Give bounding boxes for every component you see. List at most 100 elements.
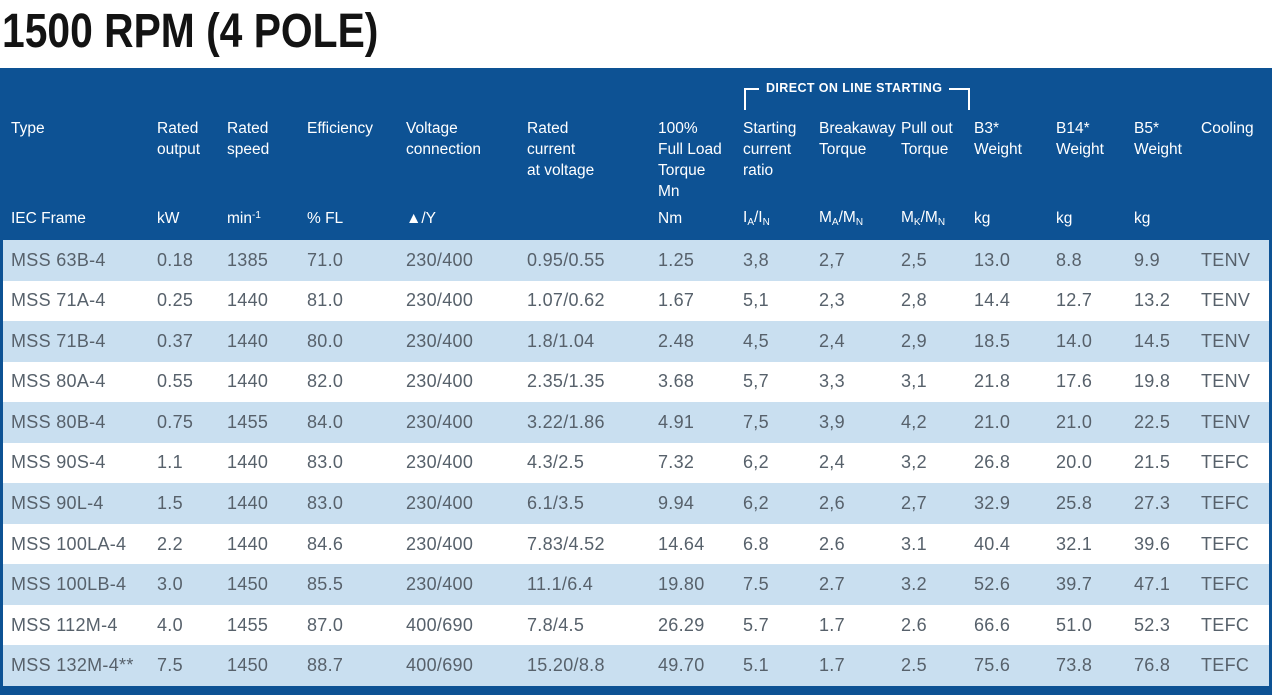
cell-pull-out-torque: 2.5 xyxy=(901,655,927,676)
column-title: Cooling xyxy=(1201,120,1254,137)
cell-cooling: TEFC xyxy=(1201,614,1250,635)
cell-starting-current-ratio: 4,5 xyxy=(743,330,769,351)
cell-rated-output: 7.5 xyxy=(157,655,183,676)
cell-efficiency: 71.0 xyxy=(307,249,344,270)
column-unit: % FL xyxy=(307,210,344,227)
cell-b14-weight: 17.6 xyxy=(1056,371,1093,392)
table-row: MSS 90S-4 1.1 1440 83.0 230/400 4.3/2.5 7.32 6,… xyxy=(3,442,1269,484)
column-unit: IEC Frame xyxy=(11,210,86,227)
cell-pull-out-torque: 3.2 xyxy=(901,574,927,595)
cell-cooling: TENV xyxy=(1201,290,1251,311)
table-row: MSS 100LB-4 3.0 1450 85.5 230/400 11.1/6.4 19.… xyxy=(3,564,1269,605)
column-unit: MK/MN xyxy=(901,209,946,228)
cell-b5-weight: 13.2 xyxy=(1134,290,1171,311)
cell-pull-out-torque: 3,1 xyxy=(901,371,927,392)
cell-b3-weight: 13.0 xyxy=(974,249,1011,270)
cell-full-load-torque: 1.25 xyxy=(658,249,695,270)
cell-starting-current-ratio: 6,2 xyxy=(743,493,769,514)
cell-b5-weight: 39.6 xyxy=(1134,533,1171,554)
cell-pull-out-torque: 2,7 xyxy=(901,493,927,514)
column-header-full-load-torque: 100% Full Load Torque Mn Nm xyxy=(658,71,743,240)
column-title: Breakaway Torque xyxy=(819,120,896,158)
cell-efficiency: 82.0 xyxy=(307,371,344,392)
column-header-b5-weight: B5* Weight kg xyxy=(1134,71,1201,240)
table-row: MSS 132M-4** 7.5 1450 88.7 400/690 15.20/8.8 4… xyxy=(3,645,1269,686)
column-title: 100% Full Load Torque Mn xyxy=(658,120,722,200)
column-title: Rated current at voltage xyxy=(527,120,595,179)
column-header-pull-out-torque: Pull out Torque MK/MN xyxy=(901,71,974,240)
column-header-voltage-connection: Voltage connection ▲/Y xyxy=(406,71,527,240)
cell-pull-out-torque: 3.1 xyxy=(901,533,927,554)
table-row: MSS 71A-4 0.25 1440 81.0 230/400 1.07/0.62 1.6… xyxy=(3,280,1269,322)
cell-starting-current-ratio: 5,7 xyxy=(743,371,769,392)
cell-b5-weight: 76.8 xyxy=(1134,655,1171,676)
cell-rated-speed: 1440 xyxy=(227,330,269,351)
cell-breakaway-torque: 2,7 xyxy=(819,249,845,270)
cell-cooling: TENV xyxy=(1201,371,1251,392)
cell-type: MSS 132M-4** xyxy=(11,655,134,676)
cell-efficiency: 83.0 xyxy=(307,452,344,473)
cell-b3-weight: 14.4 xyxy=(974,290,1011,311)
cell-b14-weight: 8.8 xyxy=(1056,249,1082,270)
cell-rated-current: 1.07/0.62 xyxy=(527,290,605,311)
column-title: Pull out Torque xyxy=(901,120,953,158)
cell-starting-current-ratio: 3,8 xyxy=(743,249,769,270)
column-unit: kg xyxy=(1056,210,1073,227)
cell-voltage-connection: 400/690 xyxy=(406,614,474,635)
table-row: MSS 63B-4 0.18 1385 71.0 230/400 0.95/0.55 1.2… xyxy=(3,240,1269,281)
table-row: MSS 112M-4 4.0 1455 87.0 400/690 7.8/4.5 26.29… xyxy=(3,604,1269,646)
cell-b3-weight: 66.6 xyxy=(974,614,1011,635)
cell-rated-current: 4.3/2.5 xyxy=(527,452,585,473)
cell-b14-weight: 32.1 xyxy=(1056,533,1093,554)
cell-full-load-torque: 9.94 xyxy=(658,493,695,514)
page-title: 1500 RPM (4 POLE) xyxy=(2,5,379,58)
cell-breakaway-torque: 2.6 xyxy=(819,533,845,554)
column-unit: min-1 xyxy=(227,210,261,227)
cell-starting-current-ratio: 5.7 xyxy=(743,614,769,635)
cell-type: MSS 80A-4 xyxy=(11,371,106,392)
cell-cooling: TENV xyxy=(1201,330,1251,351)
cell-full-load-torque: 19.80 xyxy=(658,574,705,595)
table-body: MSS 63B-4 0.18 1385 71.0 230/400 0.95/0.55 1.2… xyxy=(3,240,1269,686)
cell-type: MSS 90L-4 xyxy=(11,493,104,514)
cell-starting-current-ratio: 7.5 xyxy=(743,574,769,595)
cell-rated-current: 1.8/1.04 xyxy=(527,330,595,351)
cell-rated-speed: 1450 xyxy=(227,574,269,595)
cell-pull-out-torque: 2,9 xyxy=(901,330,927,351)
cell-pull-out-torque: 2,5 xyxy=(901,249,927,270)
cell-rated-output: 0.75 xyxy=(157,411,194,432)
cell-breakaway-torque: 3,9 xyxy=(819,411,845,432)
cell-rated-current: 7.83/4.52 xyxy=(527,533,605,554)
bracket-right-corner xyxy=(949,88,970,110)
cell-rated-current: 11.1/6.4 xyxy=(527,574,594,595)
motor-spec-table: DIRECT ON LINE STARTING Type IEC Frame Rat… xyxy=(0,68,1272,695)
cell-full-load-torque: 4.91 xyxy=(658,411,695,432)
cell-b3-weight: 21.0 xyxy=(974,411,1011,432)
cell-rated-current: 7.8/4.5 xyxy=(527,614,585,635)
table-row: MSS 80B-4 0.75 1455 84.0 230/400 3.22/1.86 4.9… xyxy=(3,402,1269,443)
column-header-type: Type IEC Frame xyxy=(11,71,157,240)
column-title: Starting current ratio xyxy=(743,120,797,179)
cell-breakaway-torque: 3,3 xyxy=(819,371,845,392)
column-title: Rated output xyxy=(157,120,201,158)
cell-type: MSS 100LB-4 xyxy=(11,574,127,595)
cell-rated-current: 0.95/0.55 xyxy=(527,249,605,270)
cell-starting-current-ratio: 6,2 xyxy=(743,452,769,473)
column-unit: ▲/Y xyxy=(406,210,436,227)
table-row: MSS 71B-4 0.37 1440 80.0 230/400 1.8/1.04 2.48… xyxy=(3,321,1269,362)
cell-rated-output: 3.0 xyxy=(157,574,183,595)
cell-cooling: TENV xyxy=(1201,411,1251,432)
cell-b14-weight: 51.0 xyxy=(1056,614,1093,635)
cell-type: MSS 80B-4 xyxy=(11,411,106,432)
cell-rated-current: 3.22/1.86 xyxy=(527,411,605,432)
cell-voltage-connection: 230/400 xyxy=(406,574,474,595)
cell-rated-output: 1.1 xyxy=(157,452,183,473)
cell-starting-current-ratio: 7,5 xyxy=(743,411,769,432)
cell-rated-output: 0.18 xyxy=(157,249,194,270)
table-row: MSS 90L-4 1.5 1440 83.0 230/400 6.1/3.5 9.94 6,… xyxy=(3,483,1269,524)
cell-rated-speed: 1440 xyxy=(227,371,269,392)
bracket-left-corner xyxy=(744,88,759,110)
cell-type: MSS 71A-4 xyxy=(11,290,106,311)
cell-type: MSS 90S-4 xyxy=(11,452,106,473)
